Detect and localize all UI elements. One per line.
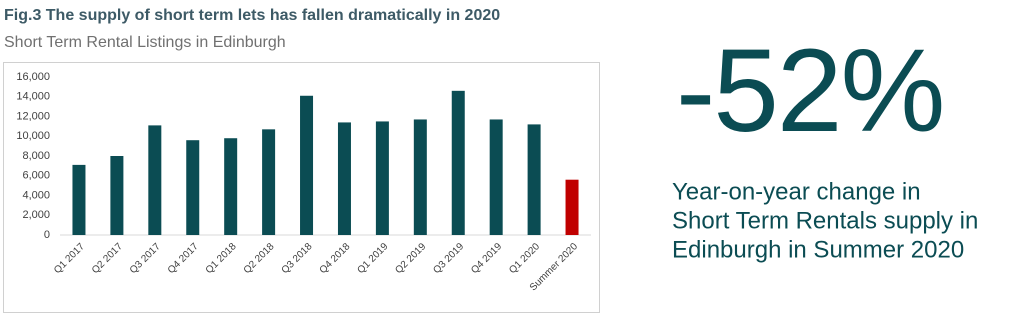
x-tick-label: Q2 2019 [393,241,428,276]
x-tick-label: Q3 2019 [431,241,466,276]
bar [527,124,541,235]
y-tick-label: 10,000 [16,130,50,142]
x-tick-label: Q3 2017 [128,241,163,276]
bar [300,95,314,235]
callout-line: Year-on-year change in [672,178,921,205]
bar [148,125,162,235]
x-tick-label: Q3 2018 [280,241,315,276]
headline: -52% [676,25,943,157]
y-tick-label: 0 [44,229,50,241]
chart-subtitle: Short Term Rental Listings in Edinburgh [4,34,286,51]
y-tick-label: 12,000 [16,110,50,122]
y-tick-label: 4,000 [22,189,50,201]
bar [262,129,276,235]
bar [337,122,351,235]
chart-frame [3,62,600,313]
bar [72,164,86,235]
x-tick-label: Q1 2019 [355,241,390,276]
bar [489,119,503,235]
x-tick-label: Q1 2018 [204,241,239,276]
y-tick-label: 14,000 [16,91,50,103]
x-tick-label: Q2 2018 [242,241,277,276]
callout-line: Short Term Rentals supply in [672,207,978,234]
bar [375,121,389,235]
x-tick-label: Q4 2017 [166,241,201,276]
chart-title: Fig.3 The supply of short term lets has … [4,7,500,24]
y-tick-label: 8,000 [22,150,50,162]
y-tick-label: 6,000 [22,170,50,182]
bar [224,138,238,235]
x-tick-label: Q1 2017 [52,241,87,276]
bar [186,140,200,235]
bar [565,179,579,235]
y-tick-label: 2,000 [22,209,50,221]
x-tick-label: Q1 2020 [507,241,542,276]
y-tick-label: 16,000 [16,71,50,83]
bar [413,119,427,235]
x-tick-label: Q4 2018 [318,241,353,276]
callout-line: Edinburgh in Summer 2020 [672,236,964,263]
bar [451,90,465,235]
bar [110,156,124,235]
x-tick-label: Q2 2017 [90,241,125,276]
x-tick-label: Q4 2019 [469,241,504,276]
